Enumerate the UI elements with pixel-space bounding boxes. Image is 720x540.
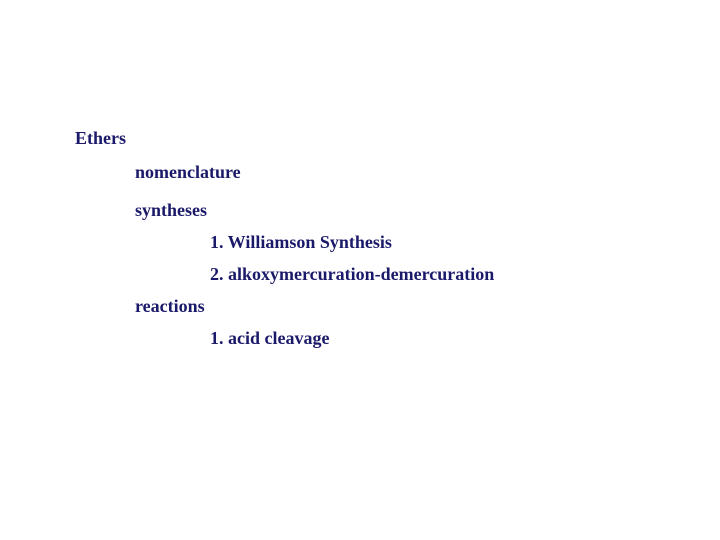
syntheses-item-1: 1. Williamson Synthesis	[210, 232, 392, 253]
slide: Ethers nomenclature syntheses 1. William…	[0, 0, 720, 540]
reactions-item-1: 1. acid cleavage	[210, 328, 329, 349]
section-nomenclature: nomenclature	[135, 162, 241, 183]
syntheses-item-2: 2. alkoxymercuration-demercuration	[210, 264, 494, 285]
section-syntheses: syntheses	[135, 200, 207, 221]
slide-title: Ethers	[75, 128, 126, 149]
section-reactions: reactions	[135, 296, 205, 317]
